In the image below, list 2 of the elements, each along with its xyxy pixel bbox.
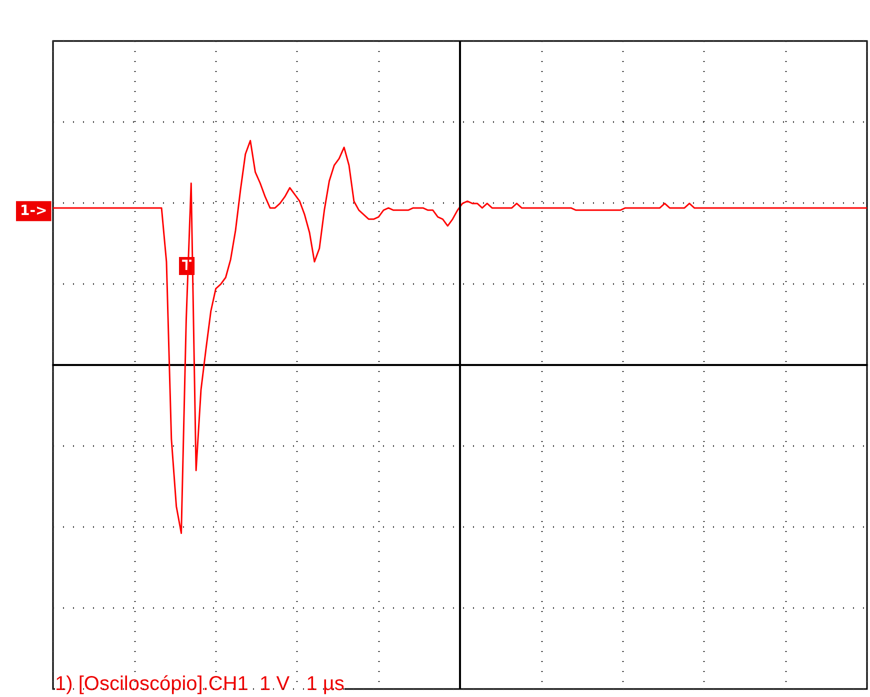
text: 1) [Osciloscópio].CH1 1 V 1 µs <box>55 673 344 695</box>
text: 1-> <box>20 203 48 220</box>
